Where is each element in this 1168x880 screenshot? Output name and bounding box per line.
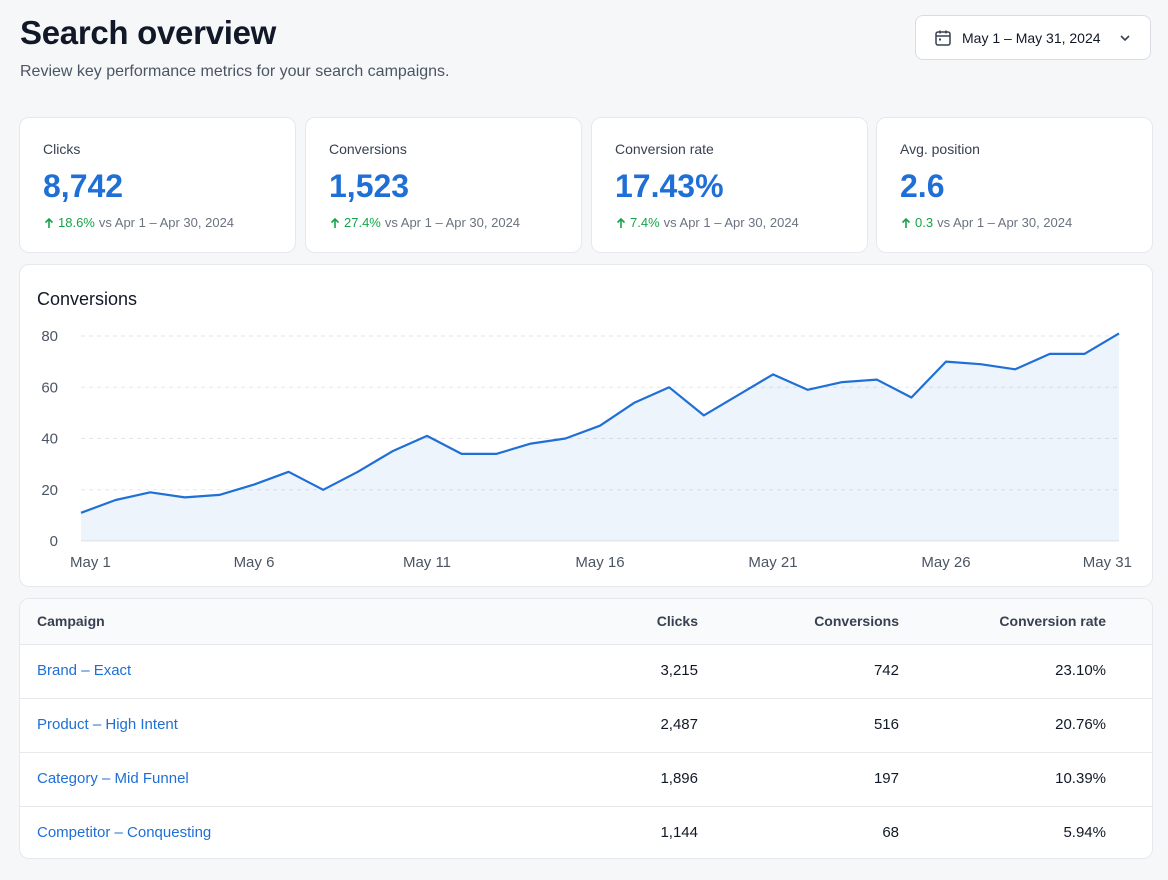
kpi-label: Conversions (329, 141, 407, 157)
kpi-card: Avg. position 2.6 0.3 vs Apr 1 – Apr 30, 20… (876, 117, 1153, 253)
kpi-label: Avg. position (900, 141, 980, 157)
x-tick-label: May 16 (575, 554, 624, 571)
page-title: Search overview (20, 14, 276, 51)
y-tick-label: 40 (41, 431, 58, 448)
table-cell: 20.76% (1055, 716, 1106, 733)
campaign-link[interactable]: Brand – Exact (37, 662, 132, 679)
kpi-delta: 27.4% (344, 215, 381, 230)
kpi-comparison: 7.4% vs Apr 1 – Apr 30, 2024 (615, 215, 799, 230)
table-cell: 23.10% (1055, 662, 1106, 679)
column-header: Conversion rate (999, 613, 1106, 629)
y-tick-label: 20 (41, 482, 58, 499)
kpi-value: 1,523 (329, 168, 410, 204)
date-range-text: May 1 – May 31, 2024 (962, 29, 1101, 46)
column-header: Clicks (656, 613, 698, 629)
table-cell: 516 (873, 716, 899, 733)
column-header: Conversions (814, 613, 899, 629)
x-tick-label: May 1 (70, 554, 111, 571)
x-tick-label: May 6 (234, 554, 275, 571)
chart-card: Conversions 0 20 40 60 80 May 1 May 6 May 11 May… (19, 264, 1153, 587)
table-cell: 5.94% (1063, 824, 1106, 841)
table-cell: 1,144 (660, 824, 698, 841)
table-row: Competitor – Conquesting 1,144 68 5.94% (20, 806, 1152, 858)
up-arrow (330, 217, 340, 228)
table-header: Campaign Clicks Conversions Conversion rate (20, 599, 1152, 645)
kpi-delta: 18.6% (58, 215, 95, 230)
campaign-table: Campaign Clicks Conversions Conversion rate… (19, 598, 1153, 859)
kpi-comparison: 27.4% vs Apr 1 – Apr 30, 2024 (329, 215, 520, 230)
column-header: Campaign (37, 613, 105, 629)
up-arrow (616, 217, 626, 228)
kpi-card: Conversion rate 17.43% 7.4% vs Apr 1 – Apr … (591, 117, 868, 253)
x-tick-label: May 21 (748, 554, 797, 571)
calendar-icon (935, 30, 951, 46)
line (80, 332, 1120, 514)
kpi-value: 2.6 (900, 168, 945, 204)
kpi-value: 17.43% (615, 168, 724, 204)
up-arrow (901, 217, 911, 228)
kpi-card: Clicks 8,742 18.6% vs Apr 1 – Apr 30, 2024 (19, 117, 296, 253)
kpi-delta: 0.3 (915, 215, 934, 230)
kpi-value: 8,742 (43, 168, 124, 204)
up-arrow (44, 217, 54, 228)
kpi-card: Conversions 1,523 27.4% vs Apr 1 – Apr 30, … (305, 117, 582, 253)
conversions-chart: Conversions 0 20 40 60 80 May 1 May 6 May 11 May… (37, 289, 1132, 571)
kpi-label: Clicks (43, 141, 81, 157)
x-tick-label: May 31 (1083, 554, 1132, 571)
table-cell: 2,487 (660, 716, 698, 733)
chart-title: Conversions (37, 289, 137, 309)
y-tick-label: 60 (41, 379, 58, 396)
kpi-label: Conversion rate (615, 141, 714, 157)
table-cell: 68 (882, 824, 899, 841)
x-tick-label: May 26 (921, 554, 970, 571)
campaign-link[interactable]: Competitor – Conquesting (37, 824, 212, 841)
table-cell: 197 (873, 770, 899, 787)
y-tick-label: 80 (41, 328, 58, 345)
table-row: Product – High Intent 2,487 516 20.76% (20, 698, 1152, 753)
page-subtitle: Review key performance metrics for your … (20, 63, 450, 80)
chevron-down (1120, 34, 1130, 41)
kpi-comparison: 18.6% vs Apr 1 – Apr 30, 2024 (43, 215, 234, 230)
table-cell: 1,896 (660, 770, 698, 787)
kpi-comparison: 0.3 vs Apr 1 – Apr 30, 2024 (900, 215, 1072, 230)
y-tick-label: 0 (50, 533, 58, 550)
table-row: Category – Mid Funnel 1,896 197 10.39% (20, 752, 1152, 807)
campaign-link[interactable]: Category – Mid Funnel (37, 770, 189, 787)
table-cell: 742 (873, 662, 899, 679)
kpi-comparison-text: vs Apr 1 – Apr 30, 2024 (663, 215, 799, 230)
x-tick-label: May 11 (403, 554, 451, 571)
kpi-comparison-text: vs Apr 1 – Apr 30, 2024 (384, 215, 521, 230)
kpi-comparison-text: vs Apr 1 – Apr 30, 2024 (937, 215, 1073, 230)
date-range-picker[interactable]: May 1 – May 31, 2024 (915, 15, 1151, 60)
table-cell: 10.39% (1055, 770, 1106, 787)
kpi-comparison-text: vs Apr 1 – Apr 30, 2024 (98, 215, 235, 230)
table-cell: 3,215 (660, 662, 698, 679)
area (81, 333, 1119, 541)
campaign-link[interactable]: Product – High Intent (37, 716, 178, 733)
kpi-delta: 7.4% (630, 215, 660, 230)
table-row: Brand – Exact 3,215 742 23.10% (20, 644, 1152, 699)
